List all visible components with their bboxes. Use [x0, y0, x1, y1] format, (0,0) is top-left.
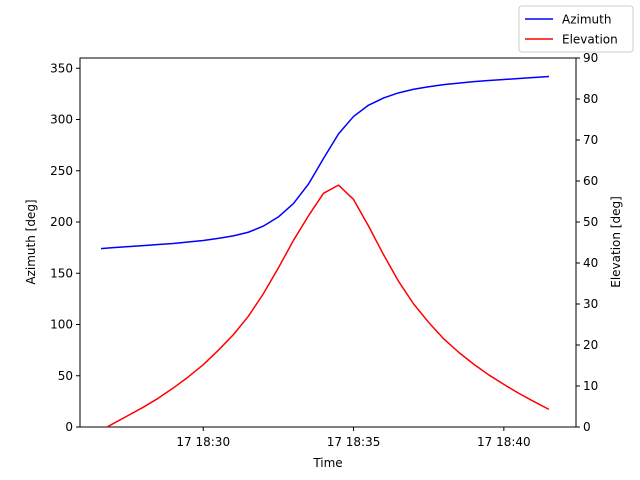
left-tick-label: 250 — [50, 164, 73, 178]
y-axis-label-right: Elevation [deg] — [609, 196, 623, 288]
series-layer — [100, 75, 550, 428]
right-tick-label: 30 — [583, 297, 598, 311]
right-tick-label: 20 — [583, 338, 598, 352]
legend: Azimuth Elevation — [518, 5, 634, 53]
left-tick-label: 300 — [50, 113, 73, 127]
left-tick-label: 150 — [50, 266, 73, 280]
legend-label-azimuth: Azimuth — [562, 13, 611, 27]
left-axis: 0 50 100 150 200 250 300 350 — [50, 61, 80, 434]
x-tick-label: 17 18:35 — [327, 435, 381, 449]
legend-box — [518, 5, 634, 53]
right-tick-label: 40 — [583, 256, 598, 270]
right-tick-label: 90 — [583, 51, 598, 65]
series-line-azimuth — [100, 75, 550, 250]
left-tick-label: 50 — [58, 369, 73, 383]
left-tick-label: 200 — [50, 215, 73, 229]
left-tick-label: 100 — [50, 318, 73, 332]
bottom-axis: 17 18:30 17 18:35 17 18:40 — [176, 427, 531, 449]
right-tick-label: 60 — [583, 174, 598, 188]
plot-frame — [79, 57, 577, 428]
legend-label-elevation: Elevation — [562, 33, 618, 47]
right-axis: 0 10 20 30 40 50 60 70 80 90 — [576, 51, 598, 434]
x-tick-label: 17 18:30 — [176, 435, 230, 449]
left-tick-label: 350 — [50, 61, 73, 75]
right-tick-label: 80 — [583, 92, 598, 106]
x-axis-label: Time — [312, 456, 342, 470]
right-tick-label: 10 — [583, 379, 598, 393]
left-tick-label: 0 — [65, 420, 73, 434]
right-tick-label: 70 — [583, 133, 598, 147]
y-axis-label-left: Azimuth [deg] — [24, 199, 38, 284]
right-tick-label: 0 — [583, 420, 591, 434]
series-line-elevation — [106, 184, 550, 428]
plot-area-border — [79, 57, 577, 428]
right-tick-label: 50 — [583, 215, 598, 229]
x-tick-label: 17 18:40 — [477, 435, 531, 449]
